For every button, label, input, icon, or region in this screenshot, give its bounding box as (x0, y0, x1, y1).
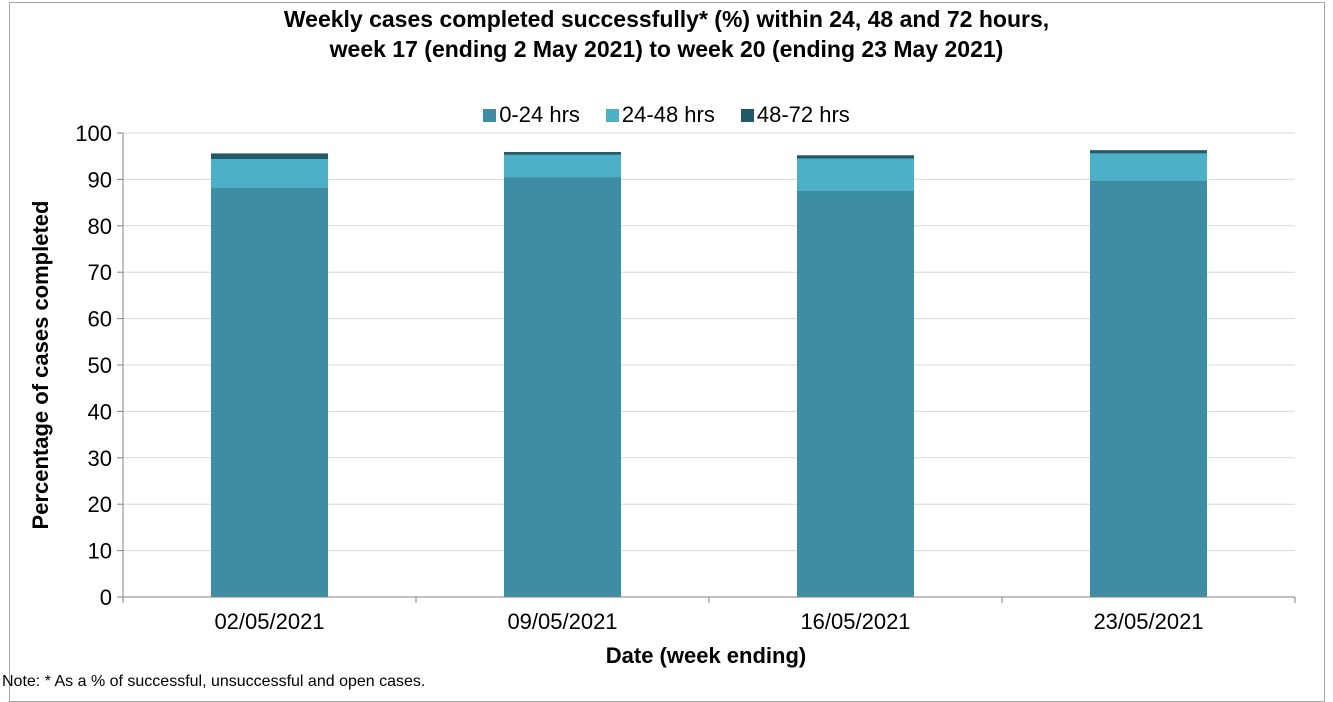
bar-23/05/2021-series-2 (1090, 150, 1207, 154)
x-tick-label-2: 16/05/2021 (800, 609, 910, 634)
bar-16/05/2021-series-0 (797, 191, 914, 597)
bar-09/05/2021-series-0 (504, 177, 621, 597)
y-tick-label-40: 40 (88, 399, 112, 424)
chart-title: Weekly cases completed successfully* (%)… (0, 4, 1333, 64)
legend-item-24-48: 24-48 hrs (605, 102, 715, 128)
bar-02/05/2021-series-0 (211, 187, 328, 597)
legend-label-0-24: 0-24 hrs (499, 102, 580, 127)
x-tick-label-0: 02/05/2021 (214, 609, 324, 634)
legend-label-24-48: 24-48 hrs (621, 102, 715, 127)
y-tick-label-10: 10 (88, 539, 112, 564)
chart-title-line-1: Weekly cases completed successfully* (%)… (283, 6, 1050, 32)
bar-23/05/2021-series-1 (1090, 153, 1207, 181)
y-tick-label-80: 80 (88, 214, 112, 239)
tick-labels: 0 10 20 30 40 50 60 70 80 90 100 02/05/2021 09/05/20… (75, 121, 1203, 634)
x-tick-label-1: 09/05/2021 (507, 609, 617, 634)
bar-02/05/2021-series-2 (211, 153, 328, 159)
y-axis-title: Percentage of cases completed (28, 201, 53, 530)
x-tick-label-3: 23/05/2021 (1093, 609, 1203, 634)
y-tick-label-30: 30 (88, 446, 112, 471)
y-tick-label-70: 70 (88, 260, 112, 285)
legend-item-0-24: 0-24 hrs (483, 102, 580, 128)
y-tick-label-20: 20 (88, 492, 112, 517)
bar-02/05/2021-series-1 (211, 158, 328, 188)
y-tick-label-90: 90 (88, 167, 112, 192)
y-tick-label-100: 100 (75, 121, 112, 146)
legend-swatch-48-72 (740, 108, 754, 122)
y-tick-label-60: 60 (88, 307, 112, 332)
legend-label-48-72: 48-72 hrs (756, 102, 850, 127)
bar-16/05/2021-series-2 (797, 155, 914, 159)
chart-title-line-2: week 17 (ending 2 May 2021) to week 20 (… (329, 36, 1004, 62)
legend-item-48-72: 48-72 hrs (740, 102, 850, 128)
axes (117, 132, 1296, 603)
footnote: Note: * As a % of successful, unsuccessf… (2, 673, 426, 690)
bar-16/05/2021-series-1 (797, 158, 914, 191)
x-axis-title: Date (week ending) (606, 643, 806, 668)
bar-09/05/2021-series-2 (504, 152, 621, 155)
bar-09/05/2021-series-1 (504, 154, 621, 178)
bar-23/05/2021-series-0 (1090, 180, 1207, 597)
chart-legend: 0-24 hrs 24-48 hrs 48-72 hrs (0, 102, 1333, 128)
legend-swatch-0-24 (483, 108, 497, 122)
bars (211, 150, 1207, 597)
legend-swatch-24-48 (605, 108, 619, 122)
y-tick-label-50: 50 (88, 353, 112, 378)
y-tick-label-0: 0 (100, 585, 112, 610)
